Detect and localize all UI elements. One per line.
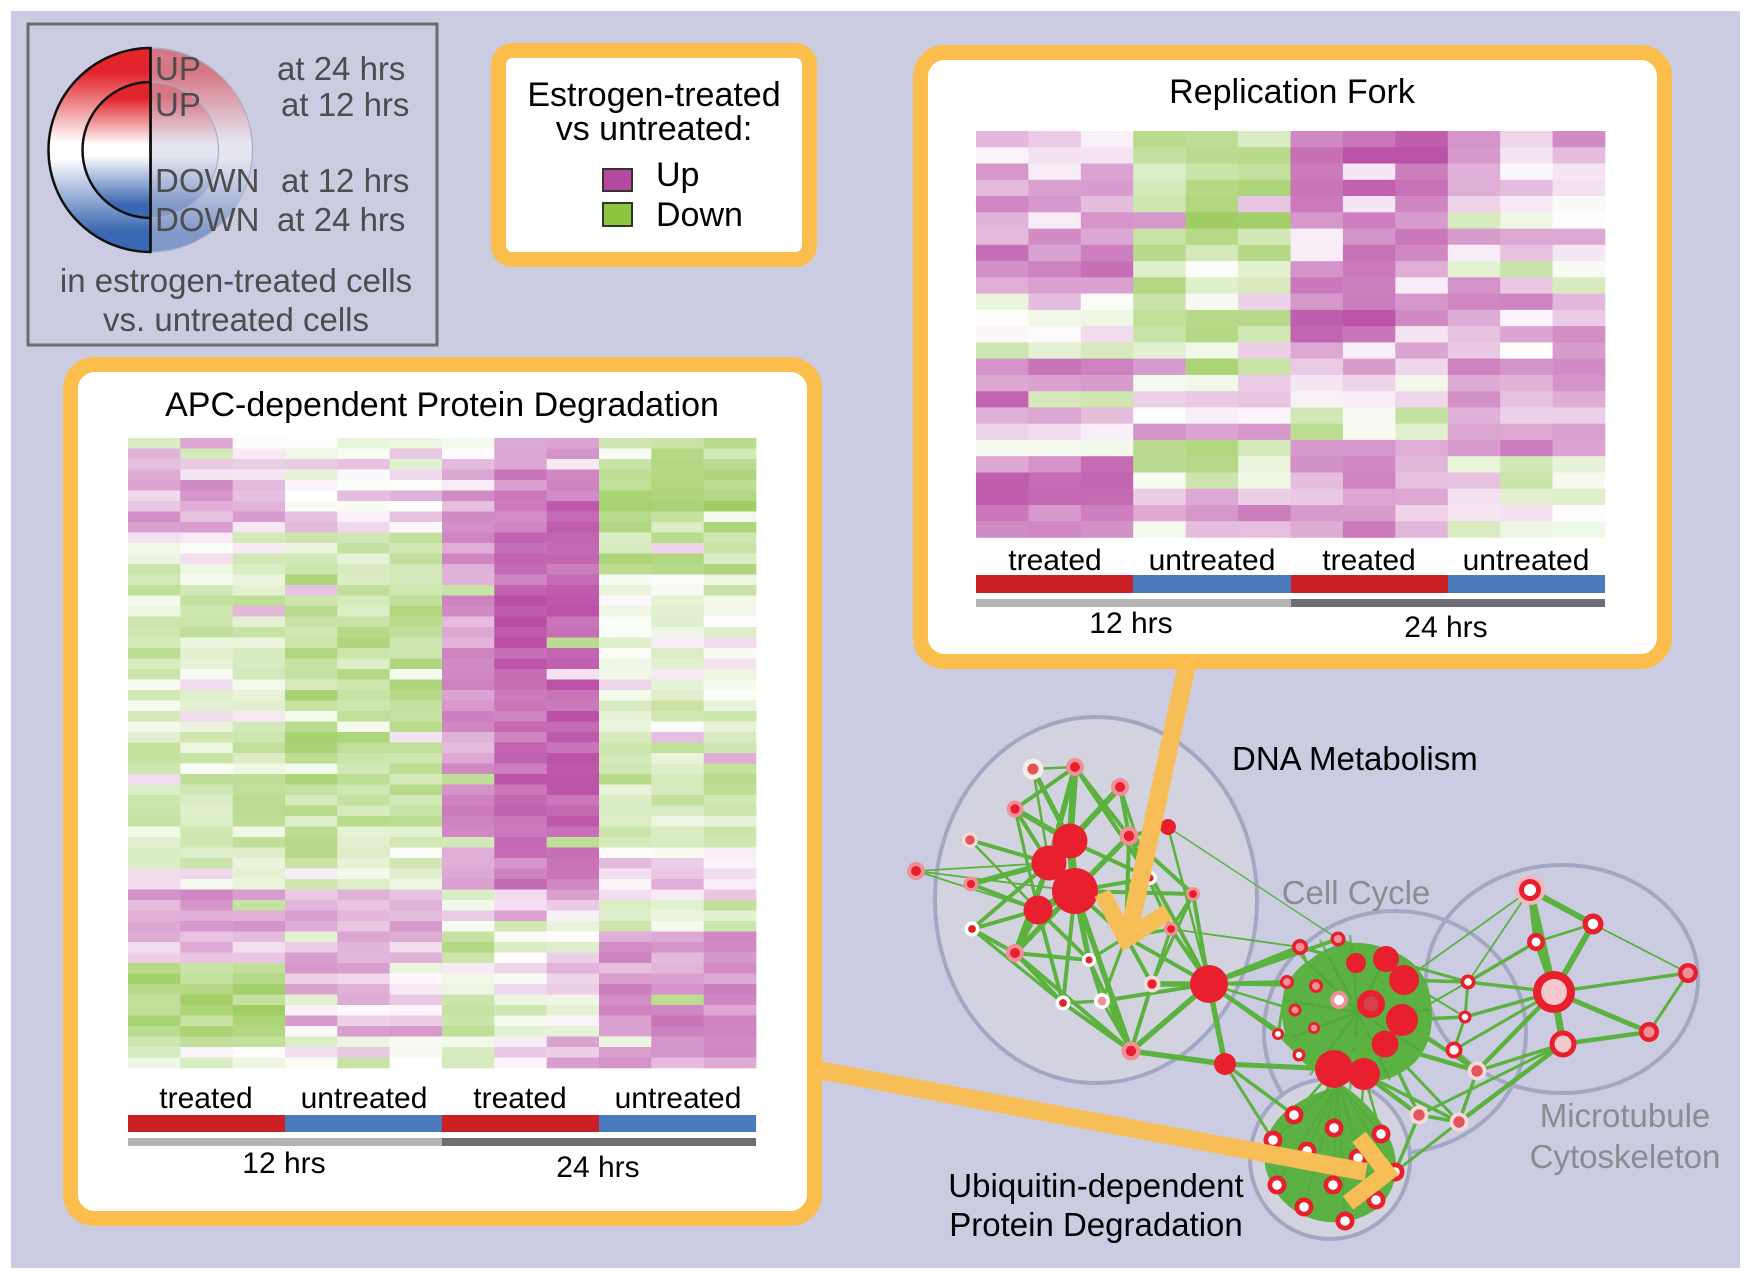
svg-text:at 12 hrs: at 12 hrs [281,162,409,199]
svg-text:treated: treated [1322,544,1415,577]
svg-text:at 24 hrs: at 24 hrs [277,50,405,87]
svg-text:in estrogen-treated cells: in estrogen-treated cells [60,262,412,299]
svg-text:UP: UP [155,86,201,123]
svg-text:at 24 hrs: at 24 hrs [277,201,405,238]
svg-text:Ubiquitin-dependent: Ubiquitin-dependent [948,1167,1243,1204]
svg-text:treated: treated [1008,544,1101,577]
svg-text:untreated: untreated [301,1082,428,1115]
svg-text:vs. untreated cells: vs. untreated cells [103,301,369,338]
svg-text:24 hrs: 24 hrs [556,1151,639,1184]
svg-text:Estrogen-treated: Estrogen-treated [527,76,780,114]
svg-text:untreated: untreated [1463,544,1590,577]
svg-text:24 hrs: 24 hrs [1404,611,1487,644]
svg-text:APC-dependent Protein Degradat: APC-dependent Protein Degradation [165,386,719,424]
svg-text:12 hrs: 12 hrs [242,1147,325,1180]
svg-text:Down: Down [656,196,743,234]
svg-text:DOWN: DOWN [155,201,259,238]
svg-text:untreated: untreated [1149,544,1276,577]
svg-text:untreated: untreated [615,1082,742,1115]
svg-text:at 12 hrs: at 12 hrs [281,86,409,123]
svg-text:Protein Degradation: Protein Degradation [949,1206,1243,1243]
svg-text:DNA Metabolism: DNA Metabolism [1232,740,1478,777]
svg-text:vs untreated:: vs untreated: [556,110,753,148]
svg-text:Cell Cycle: Cell Cycle [1282,874,1431,911]
svg-text:Microtubule: Microtubule [1540,1097,1711,1134]
svg-text:Cytoskeleton: Cytoskeleton [1530,1138,1721,1175]
svg-text:Replication Fork: Replication Fork [1169,73,1416,111]
svg-text:12 hrs: 12 hrs [1089,607,1172,640]
svg-text:Up: Up [656,156,699,194]
svg-text:UP: UP [155,50,201,87]
svg-text:DOWN: DOWN [155,162,259,199]
svg-text:treated: treated [159,1082,252,1115]
svg-text:treated: treated [473,1082,566,1115]
